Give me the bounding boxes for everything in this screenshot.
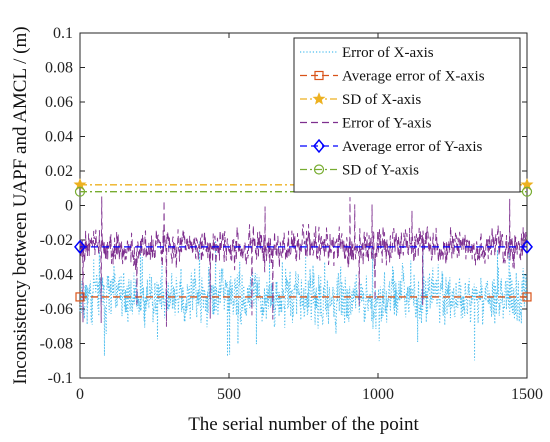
y-tick-label: -0.06 (40, 301, 73, 318)
series-average-error-of-x-axis-marker-start (75, 292, 85, 302)
legend-average-error-of-y-axis-label: Average error of Y-axis (342, 139, 483, 155)
series-sd-of-y-axis-marker-end (521, 186, 533, 197)
y-tick-label: -0.04 (40, 267, 73, 284)
series-group (79, 184, 528, 361)
y-tick-label: -0.08 (40, 336, 73, 353)
series-sd-of-y-axis-marker-start (74, 186, 86, 197)
legend-box (293, 37, 521, 193)
x-tick-label: 0 (76, 386, 84, 403)
legend-error-of-x-axis-label: Error of X-axis (342, 45, 434, 61)
legend-sd-of-y-axis-marker (313, 164, 325, 175)
legend-error-of-y-axis-label: Error of Y-axis (342, 116, 432, 132)
y-tick-label: -0.02 (40, 232, 73, 249)
legend-sd-of-x-axis-label: SD of X-axis (342, 92, 421, 108)
x-axis-label: The serial number of the point (188, 414, 419, 435)
y-tick-label: 0.1 (53, 25, 73, 42)
series-average-error-of-x-axis-marker-end (522, 292, 532, 302)
legend: Error of X-axis Average error of X-axis SD… (293, 37, 521, 193)
legend-sd-of-y-axis-label: SD of Y-axis (342, 163, 419, 179)
legend-average-error-of-x-axis-marker (314, 70, 324, 81)
series-average-error-of-y-axis-marker-start (74, 239, 86, 255)
y-tick-label: 0.06 (45, 94, 73, 111)
y-tick-label: 0 (65, 198, 73, 215)
series-error-of-y-axis-line (79, 196, 528, 327)
legend-average-error-of-x-axis-label: Average error of X-axis (342, 69, 485, 85)
x-tick-label: 1500 (511, 386, 543, 403)
y-tick-label: -0.1 (48, 370, 73, 387)
x-tick-label: 500 (217, 386, 241, 403)
y-tick-label: 0.08 (45, 60, 73, 77)
x-tick-label: 1000 (362, 386, 394, 403)
y-tick-label: 0.02 (45, 163, 73, 180)
legend-average-error-of-y-axis-marker (313, 138, 325, 154)
y-tick-label: 0.04 (45, 129, 73, 146)
y-axis-label: Inconsistency between UAPF and AMCL / (m… (10, 26, 31, 384)
series-average-error-of-y-axis-marker-end (521, 239, 533, 255)
legend-sd-of-x-axis-marker (312, 92, 326, 105)
